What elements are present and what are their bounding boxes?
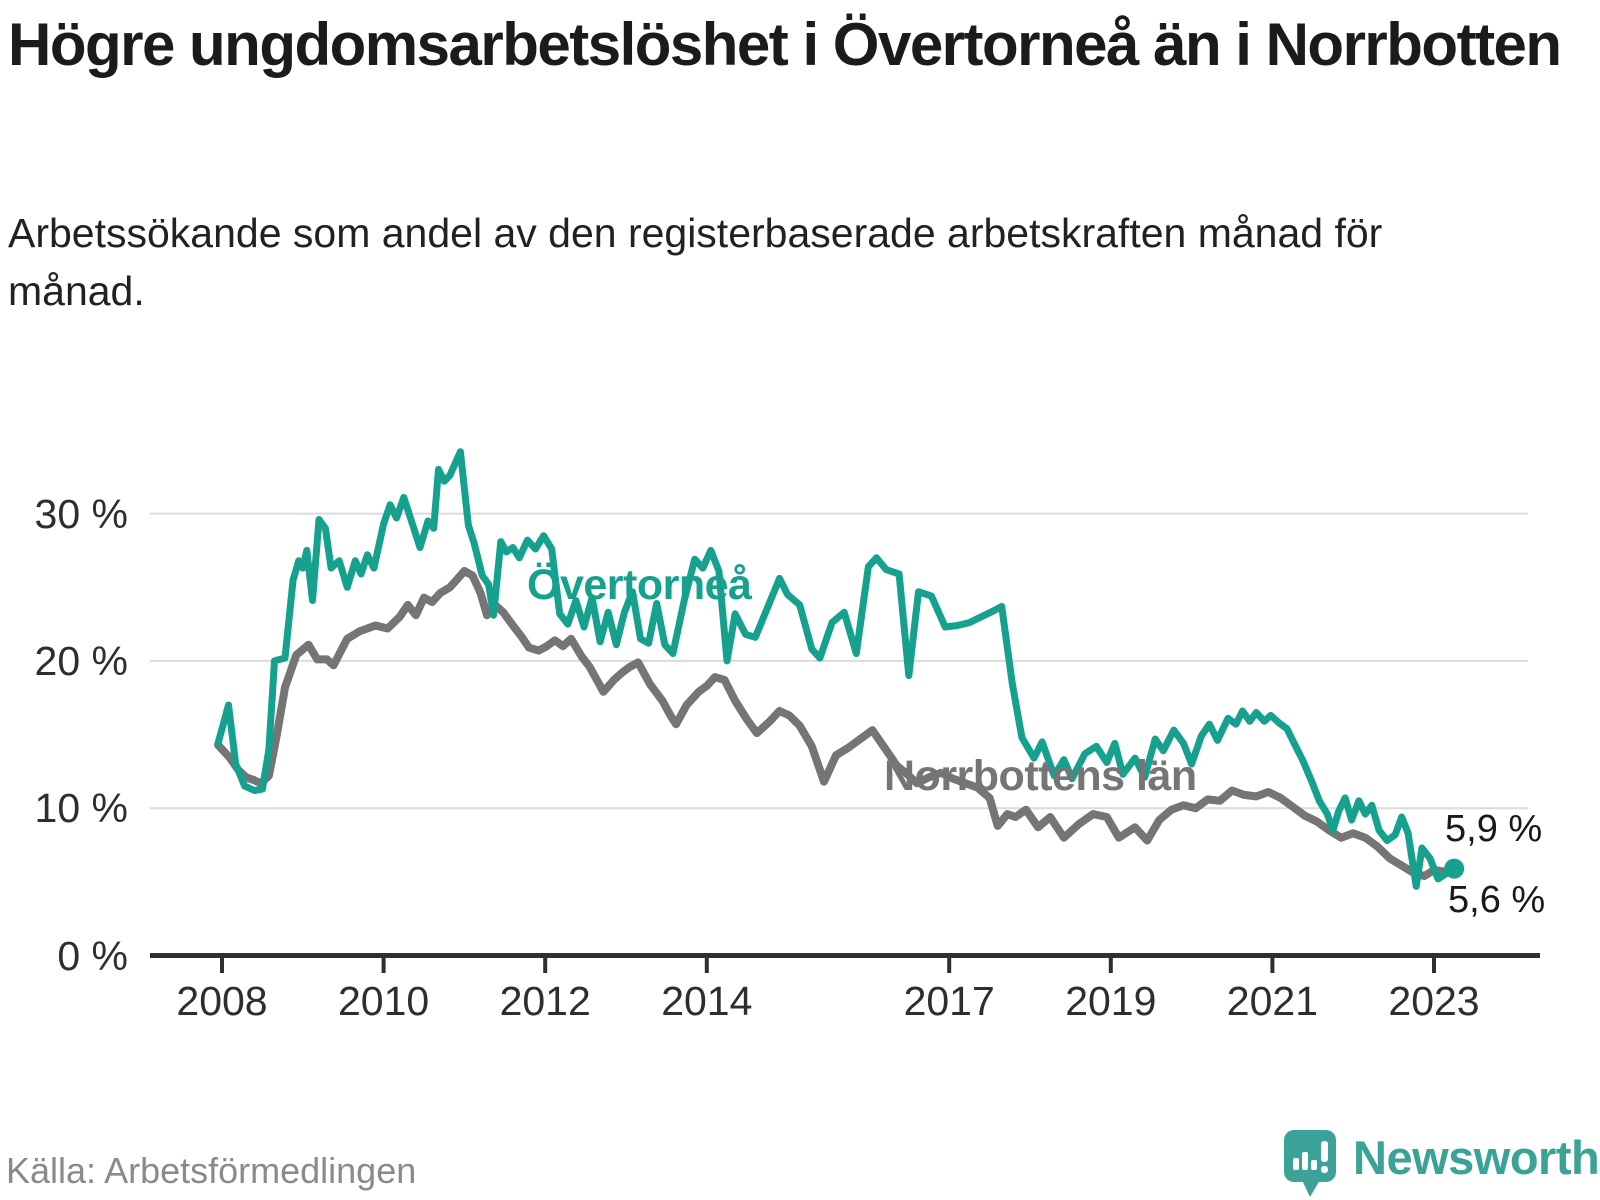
newsworthy-logo: Newsworthy bbox=[1284, 1130, 1600, 1198]
source-note: Källa: Arbetsförmedlingen bbox=[6, 1150, 417, 1191]
overtornea-line bbox=[214, 448, 1458, 890]
x-axis-tick-label: 2017 bbox=[903, 978, 995, 1024]
series-label-overtornea: Övertorneå bbox=[527, 561, 752, 609]
y-axis-tick-label: 0 % bbox=[57, 932, 128, 979]
x-axis-tick-label: 2023 bbox=[1388, 978, 1480, 1024]
newsworthy-logo-icon bbox=[1284, 1130, 1336, 1197]
end-dot bbox=[1444, 858, 1465, 879]
x-axis-tick-label: 2021 bbox=[1226, 978, 1318, 1024]
y-axis-tick-label: 30 % bbox=[34, 490, 128, 537]
page-title: Högre ungdomsarbetslöshet i Övertorneå ä… bbox=[8, 11, 1562, 78]
x-axis-tick-label: 2008 bbox=[176, 978, 268, 1024]
end-value-overtornea: 5,9 % bbox=[1445, 808, 1543, 850]
series-label-norrbotten: Norrbottens län bbox=[884, 752, 1197, 800]
newsworthy-wordmark: Newsworthy bbox=[1353, 1131, 1600, 1184]
y-axis-tick-label: 10 % bbox=[34, 785, 128, 832]
x-axis-tick-label: 2014 bbox=[661, 978, 753, 1024]
x-axis-tick-label: 2010 bbox=[337, 978, 430, 1024]
norrbotten-line bbox=[214, 567, 1463, 880]
end-value-norrbotten: 5,6 % bbox=[1448, 879, 1546, 921]
y-axis-tick-label: 20 % bbox=[34, 637, 128, 684]
x-axis-tick-label: 2019 bbox=[1065, 978, 1157, 1024]
page-subtitle: Arbetssökande som andel av den registerb… bbox=[8, 210, 1383, 315]
x-axis-tick-label: 2012 bbox=[499, 978, 591, 1024]
